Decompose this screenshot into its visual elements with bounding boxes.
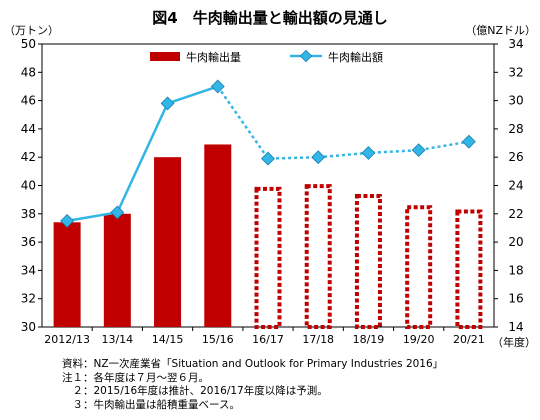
x-tick-label: 19/20 [403,333,435,346]
value-line-actual [66,85,219,223]
left-axis: 30 32 34 36 38 40 42 44 46 48 50 [21,37,42,334]
legend-label-volume: 牛肉輸出量 [186,50,241,64]
right-tick-label: 14 [508,320,523,334]
value-marker [461,134,476,149]
right-tick-label: 22 [508,207,523,221]
export-volume-bars [53,144,483,329]
left-tick-label: 32 [21,292,36,306]
value-marker [411,143,426,158]
volume-bar [154,157,182,327]
left-tick-label: 46 [21,94,36,108]
left-tick-label: 34 [21,263,36,277]
value-marker [361,146,376,160]
x-axis: 2012/13 13/14 14/15 15/16 16/17 17/18 18/19 19/… [44,327,485,346]
right-tick-label: 18 [508,263,523,277]
legend-swatch-volume [150,52,180,61]
note-1: 注１：各年度は７月～翌６月。 [62,371,209,384]
left-tick-label: 42 [21,150,36,164]
x-tick-label: 17/18 [302,333,334,346]
x-tick-label: 2012/13 [44,333,90,346]
left-tick-label: 50 [21,37,36,51]
left-tick-label: 30 [21,320,36,334]
value-marker [160,96,175,111]
x-tick-label: 15/16 [202,333,234,346]
right-tick-label: 20 [508,235,523,249]
value-marker [110,205,125,220]
source-notes: 資料：NZ一次産業省「Situation and Outlook for Pri… [62,358,443,412]
volume-bar [103,213,131,327]
note-3: ３：牛肉輸出量は船積重量ベース。 [62,398,240,411]
note-2: ２：2015/16年度は推計、2016/17年度以降は予測。 [62,385,328,397]
x-tick-label: 16/17 [252,333,284,346]
right-tick-label: 32 [508,65,523,79]
value-marker [60,213,75,228]
x-tick-label: 14/15 [152,333,184,346]
left-tick-label: 44 [21,122,36,136]
right-axis: 14 16 18 20 22 24 26 28 30 32 34 [494,37,524,334]
right-tick-label: 24 [508,179,523,193]
legend-swatch-value-marker [299,49,313,63]
volume-bar-forecast [405,205,433,329]
volume-bar-forecast [455,209,483,329]
left-axis-unit: （万トン） [4,24,59,37]
right-tick-label: 28 [508,122,523,136]
volume-bar-forecast [354,193,382,329]
x-tick-label: 18/19 [353,333,385,346]
chart-title: 図4 牛肉輸出量と輸出額の見通し [152,9,387,27]
right-tick-label: 30 [508,94,523,108]
note-source: 資料：NZ一次産業省「Situation and Outlook for Pri… [62,358,444,370]
value-marker [210,79,225,94]
chart: 図4 牛肉輸出量と輸出額の見通し （万トン） （億NZドル） （年度） 30 32… [4,9,536,349]
volume-bar-forecast [254,186,282,329]
value-marker [311,150,326,165]
export-value-line [60,79,476,228]
volume-bar-forecast [304,184,332,329]
volume-bar [204,144,232,327]
left-tick-label: 40 [21,179,36,193]
left-tick-label: 36 [21,235,36,249]
right-tick-label: 34 [508,37,523,51]
right-axis-unit: （億NZドル） [465,24,536,37]
value-marker [261,151,275,166]
value-line-forecast [216,85,470,160]
volume-bar [53,222,81,327]
right-tick-label: 26 [508,150,523,164]
x-tick-label: 20/21 [453,333,485,346]
legend: 牛肉輸出量 牛肉輸出額 [150,49,383,64]
right-tick-label: 16 [508,292,523,306]
left-tick-label: 48 [21,65,36,79]
legend-label-value: 牛肉輸出額 [328,50,383,64]
x-tick-label: 13/14 [101,333,133,346]
left-tick-label: 38 [21,207,36,221]
x-axis-unit: （年度） [492,335,536,349]
